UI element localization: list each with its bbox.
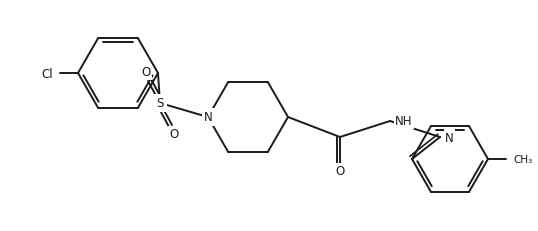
Text: Cl: Cl bbox=[41, 67, 53, 80]
Text: NH: NH bbox=[395, 115, 413, 128]
Text: N: N bbox=[445, 131, 454, 144]
Text: CH₃: CH₃ bbox=[513, 154, 532, 164]
Text: O: O bbox=[169, 128, 179, 141]
Text: S: S bbox=[157, 97, 164, 110]
Text: N: N bbox=[203, 111, 213, 124]
Text: O: O bbox=[335, 165, 345, 178]
Text: O: O bbox=[141, 66, 151, 79]
